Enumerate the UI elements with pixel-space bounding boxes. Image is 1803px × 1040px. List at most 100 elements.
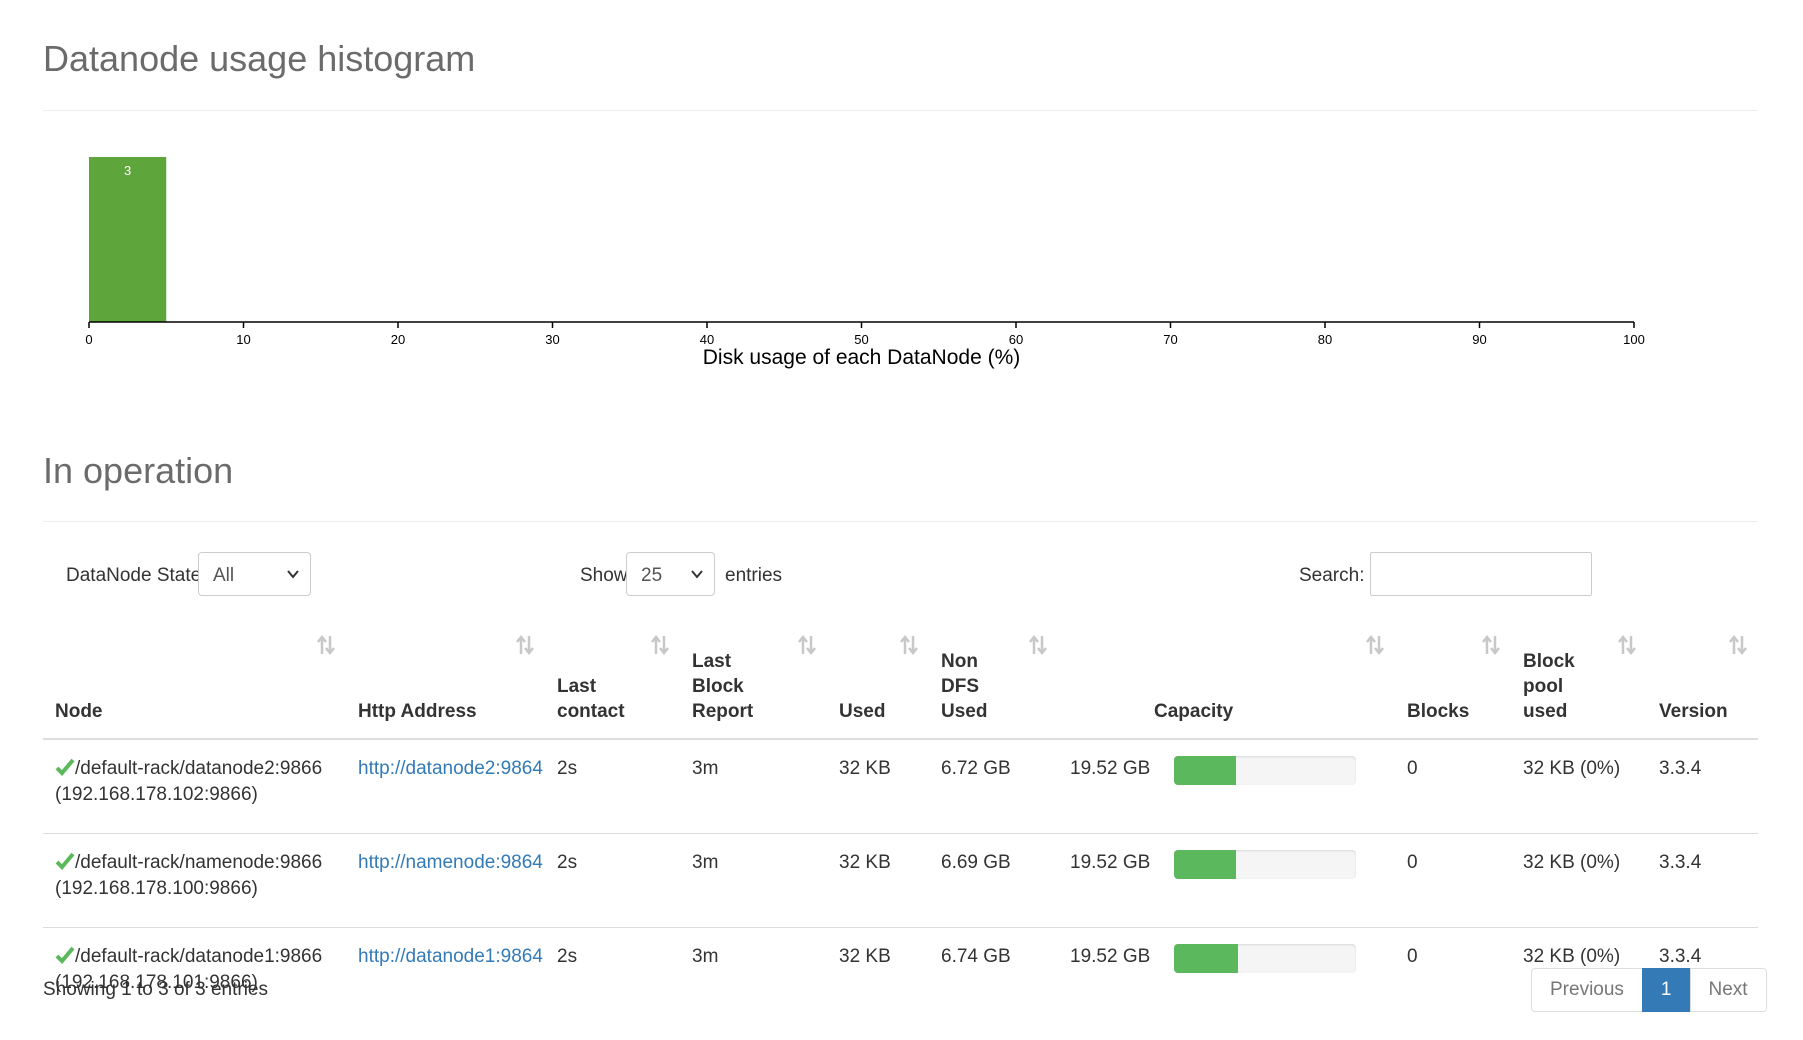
x-tick-label: 70 <box>1163 332 1177 347</box>
sort-icon <box>1482 634 1500 656</box>
table-controls: DataNode State All Show 25 entries Searc… <box>43 552 1758 598</box>
x-tick-label: 10 <box>236 332 250 347</box>
divider <box>43 110 1758 111</box>
http-address-link[interactable]: http://datanode1:9864 <box>358 946 543 967</box>
check-icon <box>55 946 75 964</box>
column-header[interactable]: Last Block Report <box>680 620 827 740</box>
version-cell: 3.3.4 <box>1659 946 1702 967</box>
block-pool-used-cell: 32 KB (0%) <box>1511 739 1647 834</box>
http-cell: http://datanode2:9864 <box>346 739 545 834</box>
divider <box>43 521 1758 522</box>
last-contact-cell: 2s <box>545 833 680 928</box>
sort-icon <box>651 634 669 656</box>
table-row: /default-rack/namenode:9866 (192.168.178.… <box>43 833 1758 928</box>
table-row: /default-rack/datanode2:9866 (192.168.178… <box>43 739 1758 834</box>
next-page-button[interactable]: Next <box>1689 968 1767 1012</box>
search-label: Search: <box>1299 565 1365 586</box>
datanode-state-select[interactable]: All <box>198 552 311 596</box>
column-header-label: Version <box>1659 701 1728 722</box>
capacity-cell: 19.52 GB <box>1058 833 1395 928</box>
column-header[interactable]: Capacity <box>1058 620 1395 740</box>
table-row: /default-rack/datanode1:9866 (192.168.178… <box>43 928 1758 1022</box>
column-header[interactable]: Block pool used <box>1511 620 1647 740</box>
used-cell: 32 KB <box>827 739 929 834</box>
datanode-state-label: DataNode State <box>66 565 202 586</box>
capacity-cell: 19.52 GB <box>1058 739 1395 834</box>
column-header-label: Last contact <box>557 676 625 722</box>
column-header[interactable]: Used <box>827 620 929 740</box>
capacity-value: 19.52 GB <box>1070 946 1151 967</box>
sort-icon <box>317 634 335 656</box>
node-cell: /default-rack/datanode2:9866 (192.168.178… <box>43 739 346 834</box>
column-header-label: Last Block Report <box>692 651 754 722</box>
http-address-link[interactable]: http://namenode:9864 <box>358 852 543 873</box>
search-input[interactable] <box>1370 552 1592 596</box>
capacity-value: 19.52 GB <box>1070 852 1151 873</box>
non-dfs-used-cell: 6.69 GB <box>929 833 1058 928</box>
node-ip: (192.168.178.101:9866) <box>55 972 258 993</box>
column-header[interactable]: Non DFS Used <box>929 620 1058 740</box>
x-tick-label: 0 <box>85 332 92 347</box>
table-info: Showing 1 to 3 of 3 entries <box>43 979 268 1000</box>
x-tick-label: 90 <box>1472 332 1486 347</box>
column-header-label: Used <box>839 701 886 722</box>
last-contact-cell: 2s <box>545 739 680 834</box>
non-dfs-used-cell: 6.74 GB <box>941 946 1011 967</box>
blocks-cell: 0 <box>1395 739 1511 834</box>
capacity-cell: 19.52 GB <box>1058 928 1395 1022</box>
capacity-progress-bar <box>1174 850 1356 879</box>
capacity-value: 19.52 GB <box>1070 758 1151 779</box>
x-tick-label: 30 <box>545 332 559 347</box>
sort-icon <box>900 634 918 656</box>
x-tick-label: 40 <box>700 332 714 347</box>
chevron-down-icon <box>691 570 703 579</box>
table-body: /default-rack/datanode2:9866 (192.168.178… <box>43 739 1758 1021</box>
node-name: /default-rack/datanode2:9866 <box>75 758 323 779</box>
chevron-down-icon <box>287 570 299 579</box>
column-header-label: Capacity <box>1154 701 1234 722</box>
show-label: Show <box>580 565 628 586</box>
column-header-label: Node <box>55 701 103 722</box>
column-header-label: Blocks <box>1407 701 1470 722</box>
last-block-report-cell: 3m <box>680 739 827 834</box>
sort-icon <box>1729 634 1747 656</box>
x-axis-label: Disk usage of each DataNode (%) <box>703 346 1021 369</box>
previous-page-button[interactable]: Previous <box>1531 968 1643 1012</box>
table-header-row: Node Http Address Last contact Last Block R… <box>43 620 1758 740</box>
x-tick-label: 50 <box>854 332 868 347</box>
column-header[interactable]: Version <box>1647 620 1758 740</box>
sort-icon <box>1618 634 1636 656</box>
column-header[interactable]: Http Address <box>346 620 545 740</box>
in-operation-title: In operation <box>43 450 234 491</box>
bar-count-label: 3 <box>124 163 131 178</box>
check-icon <box>55 852 75 870</box>
used-cell: 32 KB <box>839 946 891 967</box>
version-cell: 3.3.4 <box>1647 739 1758 834</box>
page-1-button[interactable]: 1 <box>1641 968 1691 1012</box>
histogram-bar <box>89 157 167 322</box>
capacity-progress-bar <box>1174 756 1356 785</box>
check-icon <box>55 758 75 776</box>
page-length-select[interactable]: 25 <box>626 552 715 596</box>
blocks-cell: 0 <box>1407 946 1418 967</box>
non-dfs-used-cell: 6.72 GB <box>929 739 1058 834</box>
sort-icon <box>1366 634 1384 656</box>
sort-icon <box>516 634 534 656</box>
column-header[interactable]: Blocks <box>1395 620 1511 740</box>
node-name: /default-rack/datanode1:9866 <box>75 946 323 967</box>
entries-label: entries <box>725 565 783 586</box>
sort-icon <box>798 634 816 656</box>
column-header-label: Http Address <box>358 701 477 722</box>
node-cell: /default-rack/datanode1:9866 (192.168.178… <box>43 928 346 1022</box>
capacity-progress-fill <box>1174 756 1236 785</box>
http-address-link[interactable]: http://datanode2:9864 <box>358 758 543 779</box>
capacity-progress-bar <box>1174 944 1356 973</box>
column-header[interactable]: Node <box>43 620 346 740</box>
node-ip: (192.168.178.102:9866) <box>55 784 258 805</box>
column-header[interactable]: Last contact <box>545 620 680 740</box>
capacity-progress-fill <box>1174 850 1236 879</box>
x-tick-label: 60 <box>1009 332 1023 347</box>
x-tick-label: 20 <box>391 332 405 347</box>
x-tick-label: 80 <box>1318 332 1332 347</box>
